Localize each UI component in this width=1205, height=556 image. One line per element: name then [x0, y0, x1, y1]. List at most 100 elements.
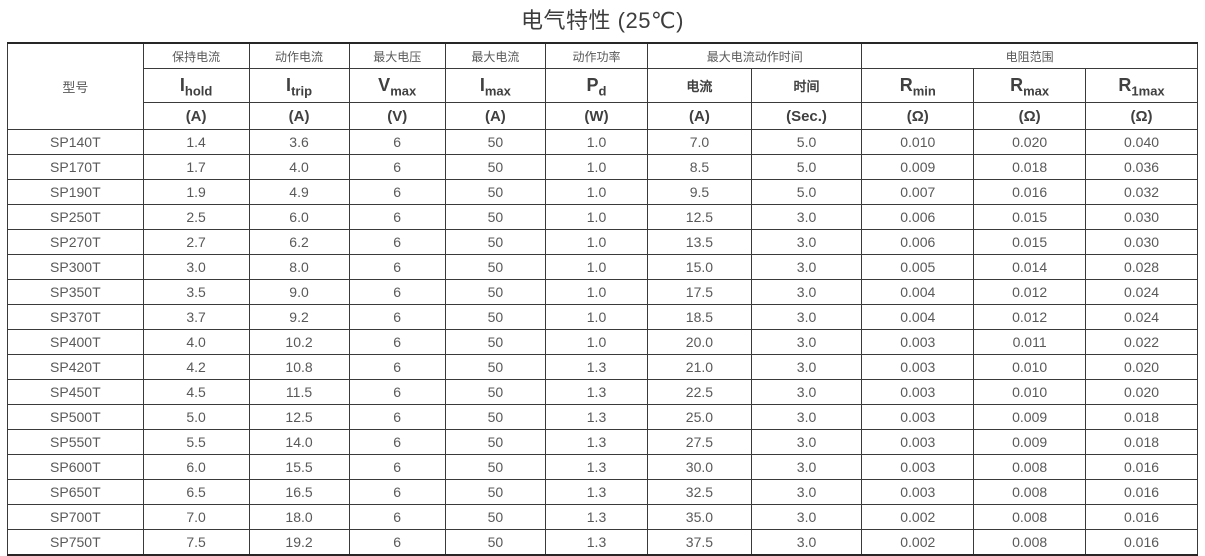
value-cell: 0.040 — [1085, 129, 1198, 155]
value-cell: 0.015 — [973, 229, 1087, 255]
value-cell: 0.022 — [1085, 329, 1198, 355]
symbol-sub: max — [390, 83, 417, 99]
col-unit-rmin: (Ω) — [861, 102, 975, 130]
value-cell: 1.0 — [544, 179, 649, 205]
value-cell: 14.0 — [248, 429, 350, 455]
value-cell: 0.009 — [973, 429, 1087, 455]
symbol-sub: max — [484, 83, 511, 99]
col-symbol-ihold: Ihold — [142, 68, 250, 103]
table-row: SP270T 2.7 6.2 6 50 1.0 13.5 3.0 0.006 0.015 0.030 — [7, 229, 1198, 255]
value-cell: 0.015 — [973, 204, 1087, 230]
value-cell: 50 — [444, 429, 546, 455]
table-row: SP450T 4.5 11.5 6 50 1.3 22.5 3.0 0.003 0.010 0.02… — [7, 379, 1198, 405]
col-group-resistance-range: 电阻范围 — [861, 42, 1198, 69]
col-symbol-itrip: Itrip — [248, 68, 350, 103]
table-body: SP140T 1.4 3.6 6 50 1.0 7.0 5.0 0.010 0.020 0.040 S… — [7, 129, 1198, 556]
value-cell: 0.008 — [973, 504, 1087, 530]
value-cell: 6 — [348, 179, 446, 205]
symbol-base: I — [479, 75, 485, 95]
value-cell: 3.0 — [142, 254, 250, 280]
value-cell: 50 — [444, 504, 546, 530]
table-row: SP600T 6.0 15.5 6 50 1.3 30.0 3.0 0.003 0.008 0.01… — [7, 454, 1198, 480]
value-cell: 6.5 — [142, 479, 250, 505]
value-cell: 32.5 — [647, 479, 752, 505]
value-cell: 9.5 — [647, 179, 752, 205]
table-row: SP300T 3.0 8.0 6 50 1.0 15.0 3.0 0.005 0.014 0.028 — [7, 254, 1198, 280]
value-cell: 1.3 — [544, 354, 649, 380]
value-cell: 22.5 — [647, 379, 752, 405]
value-cell: 0.016 — [1085, 529, 1198, 556]
value-cell: 1.3 — [544, 404, 649, 430]
symbol-sub: trip — [291, 83, 313, 99]
col-symbol-time: 时间 — [750, 68, 863, 103]
model-cell: SP350T — [7, 279, 144, 305]
value-cell: 0.003 — [861, 454, 975, 480]
value-cell: 0.005 — [861, 254, 975, 280]
value-cell: 50 — [444, 179, 546, 205]
col-symbol-rmax: Rmax — [973, 68, 1087, 103]
value-cell: 50 — [444, 204, 546, 230]
value-cell: 0.032 — [1085, 179, 1198, 205]
value-cell: 0.036 — [1085, 154, 1198, 180]
value-cell: 50 — [444, 379, 546, 405]
model-cell: SP600T — [7, 454, 144, 480]
model-cell: SP370T — [7, 304, 144, 330]
model-cell: SP170T — [7, 154, 144, 180]
value-cell: 1.3 — [544, 429, 649, 455]
col-symbol-rmin: Rmin — [861, 68, 975, 103]
value-cell: 0.028 — [1085, 254, 1198, 280]
value-cell: 1.0 — [544, 254, 649, 280]
value-cell: 1.3 — [544, 504, 649, 530]
value-cell: 1.0 — [544, 329, 649, 355]
value-cell: 12.5 — [248, 404, 350, 430]
value-cell: 50 — [444, 254, 546, 280]
table-row: SP420T 4.2 10.8 6 50 1.3 21.0 3.0 0.003 0.010 0.02… — [7, 354, 1198, 380]
value-cell: 0.008 — [973, 454, 1087, 480]
value-cell: 6 — [348, 429, 446, 455]
col-symbol-r1max: R1max — [1085, 68, 1198, 103]
symbol-sub: max — [1023, 83, 1050, 99]
value-cell: 3.0 — [750, 454, 863, 480]
page-title: 电气特性 (25℃) — [521, 8, 684, 33]
value-cell: 1.0 — [544, 129, 649, 155]
symbol-base: R — [1118, 75, 1132, 95]
value-cell: 3.7 — [142, 304, 250, 330]
value-cell: 16.5 — [248, 479, 350, 505]
value-cell: 7.0 — [647, 129, 752, 155]
col-unit-r1max: (Ω) — [1085, 102, 1198, 130]
value-cell: 6 — [348, 129, 446, 155]
value-cell: 4.0 — [142, 329, 250, 355]
value-cell: 0.024 — [1085, 304, 1198, 330]
value-cell: 4.0 — [248, 154, 350, 180]
value-cell: 0.016 — [973, 179, 1087, 205]
value-cell: 6.0 — [142, 454, 250, 480]
value-cell: 18.0 — [248, 504, 350, 530]
value-cell: 2.7 — [142, 229, 250, 255]
value-cell: 3.0 — [750, 529, 863, 556]
model-cell: SP700T — [7, 504, 144, 530]
value-cell: 0.004 — [861, 304, 975, 330]
value-cell: 2.5 — [142, 204, 250, 230]
col-symbol-imax: Imax — [444, 68, 546, 103]
col-symbol-pd: Pd — [544, 68, 649, 103]
value-cell: 1.3 — [544, 454, 649, 480]
value-cell: 50 — [444, 329, 546, 355]
col-group-hold-current: 保持电流 — [142, 42, 250, 69]
value-cell: 50 — [444, 304, 546, 330]
value-cell: 0.018 — [1085, 404, 1198, 430]
model-cell: SP270T — [7, 229, 144, 255]
symbol-base: R — [899, 75, 913, 95]
value-cell: 9.0 — [248, 279, 350, 305]
value-cell: 0.003 — [861, 329, 975, 355]
col-symbol-current: 电流 — [647, 68, 752, 103]
header-group-row: 型号 保持电流 动作电流 最大电压 最大电流 动作功率 最大电流动作时间 电阻范… — [7, 42, 1198, 130]
col-unit-vmax: (V) — [348, 102, 446, 130]
value-cell: 6 — [348, 479, 446, 505]
symbol-sub: 1max — [1131, 83, 1165, 99]
value-cell: 1.0 — [544, 229, 649, 255]
value-cell: 6 — [348, 204, 446, 230]
value-cell: 6 — [348, 329, 446, 355]
model-cell: SP400T — [7, 329, 144, 355]
value-cell: 0.016 — [1085, 454, 1198, 480]
